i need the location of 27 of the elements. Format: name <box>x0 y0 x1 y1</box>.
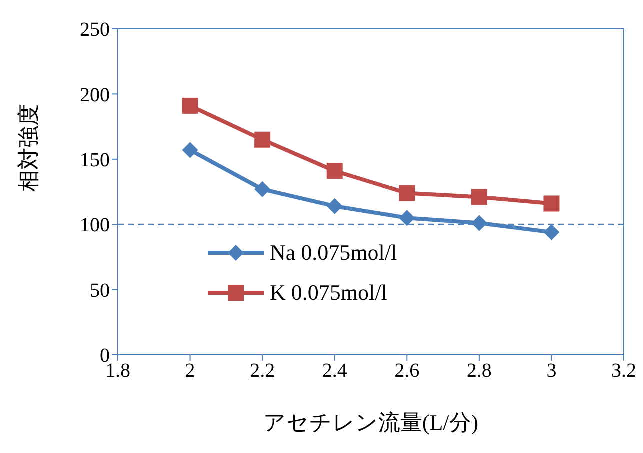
point <box>471 215 488 232</box>
y-axis-title: 相対強度 <box>16 104 41 192</box>
point <box>544 224 560 240</box>
x-tick-label: 2.4 <box>322 360 348 382</box>
point <box>399 210 416 226</box>
y-tick-label: 200 <box>80 84 110 106</box>
x-tick-label: 3 <box>546 360 557 382</box>
x-axis-title: アセチレン流量(L/分) <box>263 410 479 435</box>
x-tick-label: 2 <box>185 360 196 382</box>
point <box>254 181 271 198</box>
y-tick-label: 100 <box>80 214 110 237</box>
point <box>182 142 198 158</box>
point <box>544 196 560 212</box>
legend-label: Na 0.075mol/l <box>270 240 398 266</box>
legend-label: K 0.075mol/l <box>270 280 388 306</box>
point <box>326 198 343 214</box>
point <box>399 185 416 202</box>
point <box>182 98 198 114</box>
y-tick-label: 250 <box>80 19 110 42</box>
x-tick-label: 2.6 <box>394 360 420 382</box>
y-tick-label: 150 <box>80 150 110 172</box>
x-tick-label: 2.8 <box>466 360 492 382</box>
point <box>254 132 271 148</box>
y-tick-label: 50 <box>90 280 110 302</box>
point <box>471 189 488 206</box>
point <box>326 163 343 180</box>
x-tick-label: 2.2 <box>250 360 276 382</box>
